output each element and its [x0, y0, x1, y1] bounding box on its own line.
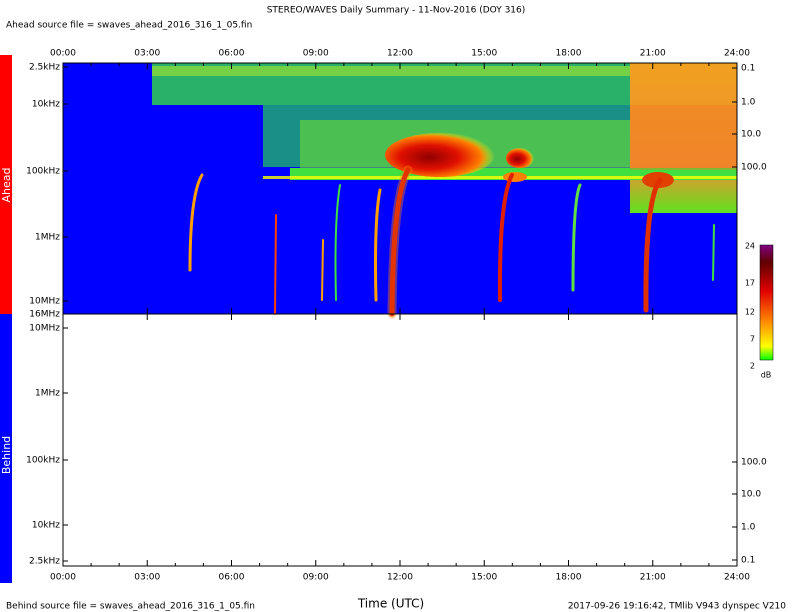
freq-tick-label: 2.5kHz [29, 557, 60, 567]
time-tick-top: 09:00 [303, 49, 329, 59]
right-tick-label: 1.0 [741, 98, 756, 108]
right-tick-label: 100.0 [741, 458, 767, 468]
right-tick-label: 0.1 [741, 556, 755, 566]
time-tick-bottom: 15:00 [471, 573, 497, 583]
right-tick-label: 10.0 [741, 130, 761, 140]
freq-tick-label: 10kHz [32, 521, 60, 531]
freq-tick-label: 16MHz [29, 310, 60, 320]
colorbar-tick: 17 [745, 279, 755, 288]
freq-tick-label: 1MHz [35, 233, 60, 243]
behind-source: Behind source file = swaves_ahead_2016_3… [6, 602, 255, 612]
x-axis-label: Time (UTC) [357, 597, 424, 611]
right-tick-label: 0.1 [741, 64, 755, 74]
time-tick-top: 21:00 [640, 49, 666, 59]
time-tick-bottom: 06:00 [219, 573, 245, 583]
freq-tick-label: 2.5kHz [29, 63, 60, 73]
time-tick-top: 00:00 [50, 49, 76, 59]
title: STEREO/WAVES Daily Summary - 11-Nov-2016… [267, 6, 526, 16]
freq-tick-label: 10kHz [32, 100, 60, 110]
behind-bar [0, 314, 12, 583]
time-tick-bottom: 00:00 [50, 573, 76, 583]
freq-tick-label: 100kHz [26, 167, 60, 177]
freq-tick-label: 100kHz [26, 456, 60, 466]
time-tick-bottom: 03:00 [134, 573, 160, 583]
freq-tick-label: 1MHz [35, 389, 60, 399]
time-tick-bottom: 18:00 [556, 573, 582, 583]
spectrogram [63, 63, 737, 319]
time-tick-bottom: 12:00 [387, 573, 413, 583]
time-tick-bottom: 24:00 [724, 573, 750, 583]
colorbar-tick: 2 [750, 362, 755, 371]
time-tick-top: 24:00 [724, 49, 750, 59]
ahead-bar [0, 55, 12, 314]
freq-tick-label: 10MHz [29, 324, 60, 334]
time-tick-top: 06:00 [219, 49, 245, 59]
ahead-source: Ahead source file = swaves_ahead_2016_31… [6, 21, 252, 31]
ahead-label: Ahead [0, 168, 13, 203]
colorbar-tick: 12 [745, 308, 755, 317]
right-tick-label: 1.0 [741, 523, 756, 533]
colorbar-unit: dB [761, 371, 772, 380]
behind-label: Behind [0, 436, 13, 474]
right-tick-label: 10.0 [741, 490, 761, 500]
time-tick-bottom: 09:00 [303, 573, 329, 583]
right-tick-label: 100.0 [741, 163, 767, 173]
time-tick-bottom: 21:00 [640, 573, 666, 583]
colorbar-tick: 7 [750, 335, 755, 344]
time-tick-top: 18:00 [556, 49, 582, 59]
time-tick-top: 03:00 [134, 49, 160, 59]
time-tick-top: 12:00 [387, 49, 413, 59]
stamp: 2017-09-26 19:16:42, TMlib V943 dynspec … [568, 602, 786, 612]
colorbar [759, 244, 774, 361]
freq-tick-label: 10MHz [29, 297, 60, 307]
time-tick-top: 15:00 [471, 49, 497, 59]
axes: 00:00 00:00 03:00 03:00 06:00 06:00 09:00 09:00… [26, 49, 771, 583]
colorbar-tick: 24 [745, 242, 755, 251]
